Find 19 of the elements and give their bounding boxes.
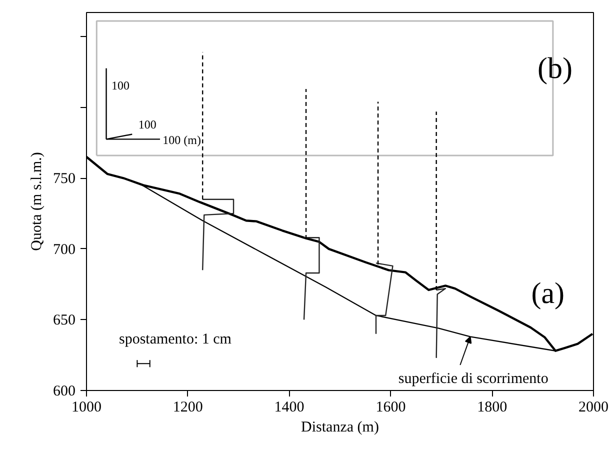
x-tick-label: 2000 [578, 400, 608, 416]
y-tick-label: 600 [53, 384, 76, 400]
annotation: (b) [537, 52, 572, 85]
y-axis-title: Quota (m s.l.m.) [29, 152, 45, 251]
x-tick-label: 1400 [274, 400, 304, 416]
annotation: 100 [111, 78, 130, 92]
x-tick-label: 1200 [172, 400, 203, 416]
x-tick-label: 1000 [72, 400, 102, 416]
annotation: 100 (m) [162, 132, 201, 147]
annotation: (a) [531, 276, 565, 310]
x-axis-title: Distanza (m) [301, 420, 379, 436]
annotation: superficie di scorrimento [398, 371, 548, 388]
y-tick-label: 650 [53, 312, 76, 329]
x-tick-label: 1600 [376, 400, 406, 416]
y-tick-label: 750 [53, 171, 76, 188]
y-tick-label: 700 [53, 242, 76, 258]
annotation: 100 [138, 117, 156, 132]
annotation: spostamento: 1 cm [118, 332, 232, 348]
x-tick-label: 1800 [477, 400, 508, 416]
